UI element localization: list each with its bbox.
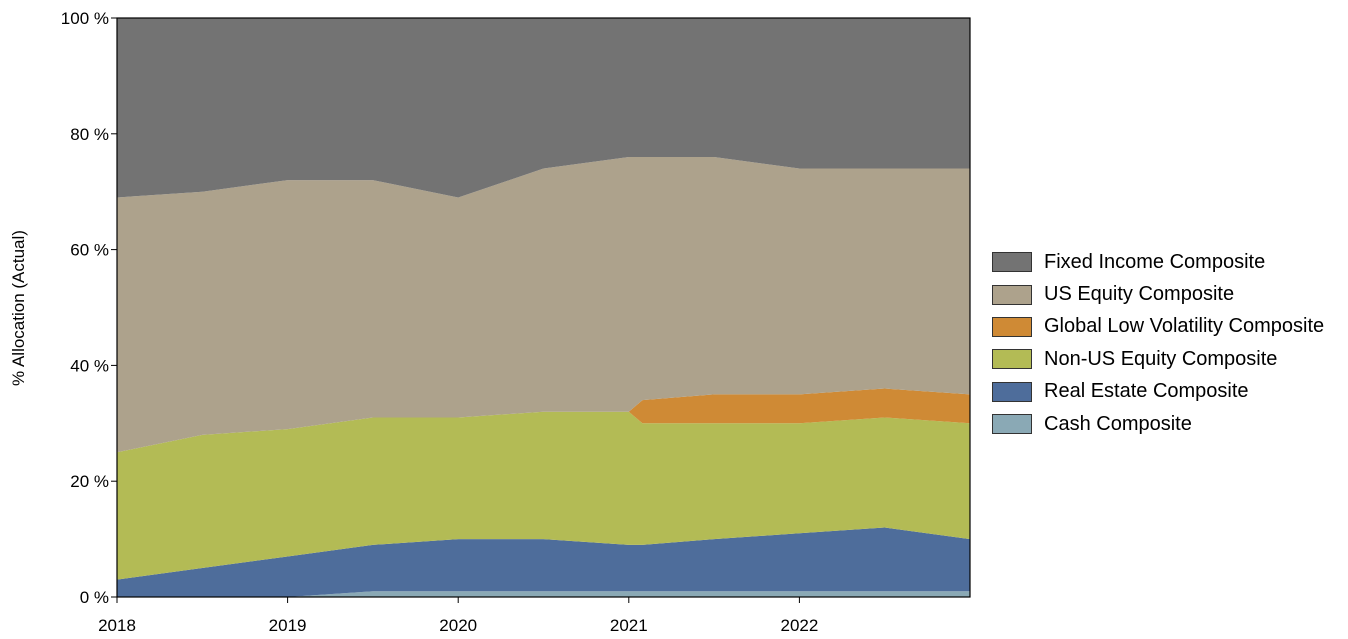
area-series-fixed-income-composite <box>117 18 970 198</box>
legend-item-cash-composite: Cash Composite <box>992 408 1324 440</box>
legend-swatch <box>992 252 1032 273</box>
area-series-real-estate-composite <box>117 527 970 597</box>
x-tick-label: 2022 <box>780 616 818 635</box>
chart-areas <box>117 18 970 597</box>
legend-label: Cash Composite <box>1044 412 1192 435</box>
x-tick-label: 2018 <box>98 616 136 635</box>
legend-swatch <box>992 349 1032 370</box>
y-tick-label: 100 % <box>61 9 109 28</box>
x-tick-label: 2021 <box>610 616 648 635</box>
area-series-cash-composite <box>117 591 970 597</box>
y-tick-label: 20 % <box>70 472 109 491</box>
area-series-us-equity-composite <box>117 156 970 453</box>
legend-label: US Equity Composite <box>1044 283 1235 306</box>
legend-label: Global Low Volatility Composite <box>1044 315 1325 338</box>
legend-item-real-estate-composite: Real Estate Composite <box>992 376 1324 408</box>
legend-label: Real Estate Composite <box>1044 380 1249 403</box>
legend-item-fixed-income-composite: Fixed Income Composite <box>992 246 1324 278</box>
legend-item-us-equity-composite: US Equity Composite <box>992 278 1324 310</box>
plot-frame <box>116 17 971 598</box>
y-tick-label: 80 % <box>70 125 109 144</box>
legend: Fixed Income Composite US Equity Composit… <box>992 246 1324 440</box>
y-tick-label: 60 % <box>70 241 109 260</box>
legend-item-global-low-volatility-composite: Global Low Volatility Composite <box>992 311 1324 343</box>
legend-swatch <box>992 316 1032 337</box>
y-tick-label: 0 % <box>80 588 109 607</box>
legend-swatch <box>992 381 1032 402</box>
y-axis: 0 % 20 % 40 % 60 % 80 % 100 % <box>61 9 117 607</box>
area-series-global-low-volatility-composite <box>117 388 970 453</box>
legend-label: Fixed Income Composite <box>1044 250 1266 273</box>
x-axis: 2018 2019 2020 2021 2022 <box>98 597 818 635</box>
area-series-non-us-equity-composite <box>117 411 970 580</box>
legend-swatch <box>992 414 1032 435</box>
legend-item-non-us-equity-composite: Non-US Equity Composite <box>992 343 1324 375</box>
x-tick-label: 2020 <box>439 616 477 635</box>
x-tick-label: 2019 <box>269 616 307 635</box>
y-tick-label: 40 % <box>70 356 109 375</box>
y-axis-title: % Allocation (Actual) <box>9 230 28 386</box>
legend-swatch <box>992 284 1032 305</box>
legend-label: Non-US Equity Composite <box>1044 347 1278 370</box>
